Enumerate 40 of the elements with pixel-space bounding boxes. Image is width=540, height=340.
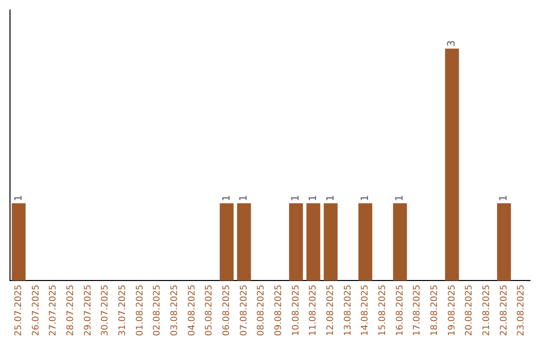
data-label: 1 [290,194,302,202]
data-label: 1 [221,194,232,202]
x-tick-label: 03.08.2025 [170,284,180,336]
x-tick-label: 30.07.2025 [100,284,111,336]
x-tick-label: 16.08.2025 [395,284,406,336]
data-label: 1 [238,194,250,202]
data-label: 1 [13,194,24,202]
x-tick-label: 23.08.2025 [516,284,527,336]
x-tick-label: 27.07.2025 [48,284,59,336]
x-tick-label: 10.08.2025 [291,284,302,336]
x-tick-label: 14.08.2025 [360,284,371,336]
x-tick-label: 28.07.2025 [66,284,76,336]
x-tick-label: 26.07.2025 [31,284,42,336]
data-label: 1 [394,194,406,202]
x-tick-label: 12.08.2025 [326,284,336,336]
x-tick-label: 18.08.2025 [430,284,440,336]
x-tick-label: 29.07.2025 [83,284,94,336]
x-tick-label: 15.08.2025 [378,284,388,336]
x-tick-label: 11.08.2025 [308,284,319,336]
x-tick-label: 25.07.2025 [14,284,24,336]
x-tick-label: 22.08.2025 [499,284,510,336]
data-label: 1 [308,194,319,202]
x-tick-label: 06.08.2025 [222,284,232,336]
x-tick-label: 02.08.2025 [152,284,163,336]
x-tick-label: 21.08.2025 [482,284,492,336]
x-tick-label: 09.08.2025 [274,284,284,336]
x-tick-label: 13.08.2025 [343,284,354,336]
x-tick-label: 19.08.2025 [447,284,458,336]
data-label: 1 [498,194,510,202]
x-tick-label: 08.08.2025 [256,284,267,336]
x-tick-label: 31.07.2025 [118,284,128,336]
data-label: 3 [446,40,458,47]
x-tick-label: 20.08.2025 [464,284,475,336]
x-tick-label: 04.08.2025 [187,284,198,336]
x-tick-label: 05.08.2025 [204,284,215,336]
data-label: 1 [360,194,371,202]
x-tick-label: 01.08.2025 [135,284,146,336]
x-tick-label: 07.08.2025 [239,284,250,336]
x-tick-label: 17.08.2025 [412,284,423,336]
data-label: 1 [325,194,336,202]
